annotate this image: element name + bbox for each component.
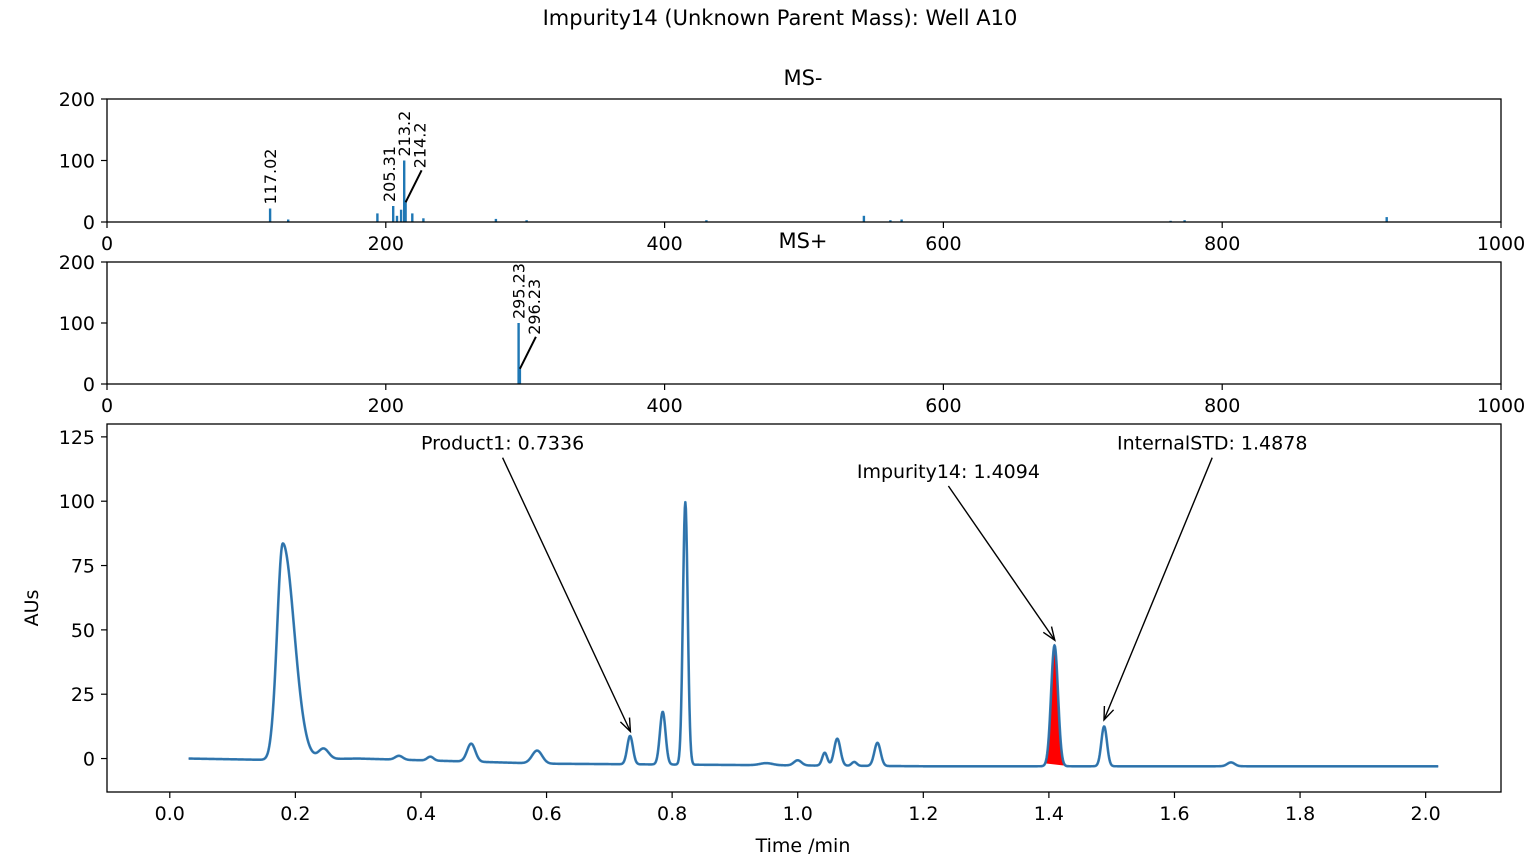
ms-minus-y-axis: 0 100 200: [59, 89, 107, 234]
chromatogram-y-label: AUs: [21, 590, 43, 627]
ms-plus-x-tick-label: 600: [925, 395, 961, 417]
ms-minus-x-tick-label: 400: [646, 233, 682, 255]
impurity14-peak-fill: [1045, 645, 1066, 766]
ms-minus-x-tick-label: 1000: [1477, 233, 1525, 255]
chromatogram-y-axis: 0 25 50 75 100 125: [59, 427, 107, 771]
chromatogram-annotations: Product1: 0.7336 Impurity14: 1.4094 Intern…: [421, 433, 1307, 734]
ms-minus-peak-bar: [395, 215, 399, 222]
chromatogram-y-tick-label: 125: [59, 427, 95, 449]
ms-plus-x-tick-label: 1000: [1477, 395, 1525, 417]
ms-minus-peak-label: 213.2: [395, 111, 414, 157]
chromatogram-y-tick-label: 50: [71, 620, 95, 642]
ms-minus-peak-bar: [287, 219, 290, 222]
ms-plus-x-tick-label: 0: [101, 395, 113, 417]
chromatogram-panel: Product1: 0.7336 Impurity14: 1.4094 Intern…: [21, 423, 1502, 857]
chromatogram-x-tick-label: 0.6: [531, 803, 561, 825]
chromatogram-y-tick-label: 100: [59, 491, 95, 513]
ms-minus-peak-bar: [392, 206, 395, 222]
ms-plus-y-tick-label: 100: [59, 313, 95, 335]
ms-plus-x-tick-label: 800: [1204, 395, 1240, 417]
ms-plus-marks: [517, 323, 522, 385]
ms-plus-peak-label: 295.23: [510, 263, 529, 319]
ms-minus-label-leader: [404, 169, 423, 203]
ms-plus-x-tick-label: 400: [646, 395, 682, 417]
chromatogram-x-axis: 0.0 0.2 0.4 0.6 0.8 1.0 1.2 1.4 1.6 1.8 2.0: [155, 792, 1441, 825]
chromatogram-x-tick-label: 1.8: [1285, 803, 1315, 825]
ms-minus-peak-bar: [1385, 217, 1388, 222]
peak-annotation-arrow: [947, 485, 1056, 641]
ms-minus-peak-bar: [900, 219, 903, 222]
chromatogram-frame: [106, 423, 1502, 793]
ms-minus-marks: [268, 160, 1388, 222]
ms-plus-label-leader: [519, 336, 537, 370]
ms-plus-title: MS+: [778, 229, 827, 253]
chromatogram-x-tick-label: 0.2: [280, 803, 310, 825]
ms-minus-peak-label: 205.31: [380, 146, 399, 202]
ms-minus-x-tick-label: 0: [101, 233, 113, 255]
peak-annotation-arrowhead: [1103, 705, 1115, 722]
peak-annotation-arrow: [1103, 457, 1213, 721]
chromatogram-y-tick-label: 75: [71, 556, 95, 578]
peak-annotation-label: Impurity14: 1.4094: [857, 461, 1040, 483]
ms-minus-peak-label: 117.02: [261, 149, 280, 205]
peak-annotation-arrow: [501, 457, 632, 732]
ms-minus-x-axis: 0 200 400 600 800 1000: [101, 222, 1525, 255]
ms-plus-y-axis: 0 100 200: [59, 252, 107, 396]
ms-plus-y-tick-label: 200: [59, 252, 95, 274]
ms-minus-x-tick-label: 200: [368, 233, 404, 255]
ms-plus-x-axis: 0 200 400 600 800 1000: [101, 384, 1525, 417]
ms-minus-peak-bar: [889, 220, 892, 222]
ms-plus-peak-bar: [518, 368, 522, 385]
ms-plus-x-tick-label: 200: [368, 395, 404, 417]
chromatogram-x-tick-label: 1.2: [908, 803, 938, 825]
ms-minus-peak-bar: [862, 215, 866, 222]
ms-minus-title: MS-: [783, 66, 822, 90]
ms-plus-peak-label: 296.23: [525, 279, 544, 335]
ms-minus-peak-bar: [403, 160, 406, 222]
ms-minus-peak-bar: [399, 209, 403, 222]
ms-minus-peak-bar: [494, 218, 498, 222]
ms-minus-peak-bar: [705, 220, 708, 222]
ms-minus-peak-bar: [411, 213, 414, 222]
ms-minus-peak-bar: [1183, 220, 1186, 222]
peak-annotation-label: InternalSTD: 1.4878: [1117, 433, 1307, 455]
ms-plus-peak-bar: [517, 323, 520, 384]
peak-annotation-label: Product1: 0.7336: [421, 433, 584, 455]
chromatogram-x-tick-label: 0.4: [406, 803, 436, 825]
ms-minus-peak-bar: [422, 218, 425, 222]
chromatogram-x-label: Time /min: [755, 835, 851, 857]
ms-minus-x-tick-label: 600: [925, 233, 961, 255]
chromatogram-trace: [187, 500, 1439, 768]
chromatogram-x-tick-label: 1.6: [1159, 803, 1189, 825]
ms-minus-y-tick-label: 200: [59, 89, 95, 111]
ms-minus-y-tick-label: 0: [83, 212, 95, 234]
ms-minus-y-tick-label: 100: [59, 151, 95, 173]
ms-minus-peak-bar: [525, 220, 528, 222]
chromatogram-x-tick-label: 0.8: [657, 803, 687, 825]
chromatogram-y-tick-label: 25: [71, 684, 95, 706]
ms-plus-y-tick-label: 0: [83, 374, 95, 396]
ms-minus-peak-bar: [268, 208, 272, 222]
chromatogram-x-tick-label: 2.0: [1411, 803, 1441, 825]
chromatogram-x-tick-label: 1.4: [1034, 803, 1064, 825]
ms-minus-peak-bar: [376, 213, 379, 222]
ms-minus-peak-label: 214.2: [411, 122, 430, 168]
chromatogram-x-tick-label: 1.0: [783, 803, 813, 825]
peak-annotation-arrowhead: [619, 717, 632, 734]
chromatogram-x-tick-label: 0.0: [155, 803, 185, 825]
ms-minus-peak-bar: [404, 202, 407, 222]
peak-annotation-arrowhead: [1042, 626, 1056, 642]
chromatogram-y-tick-label: 0: [83, 749, 95, 771]
figure-title: Impurity14 (Unknown Parent Mass): Well A…: [543, 6, 1018, 30]
ms-minus-x-tick-label: 800: [1204, 233, 1240, 255]
